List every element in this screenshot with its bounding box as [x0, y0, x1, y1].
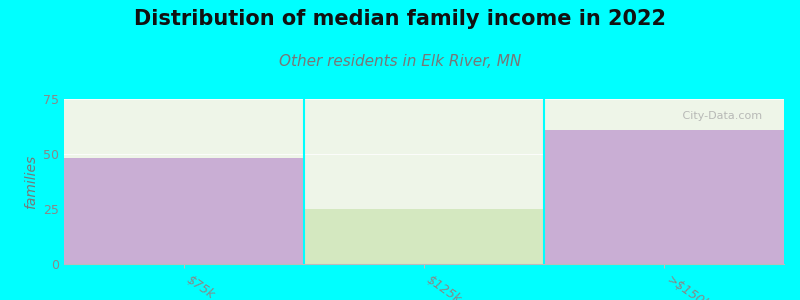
Y-axis label: families: families — [23, 154, 38, 208]
Text: Distribution of median family income in 2022: Distribution of median family income in … — [134, 9, 666, 29]
Text: Other residents in Elk River, MN: Other residents in Elk River, MN — [279, 54, 521, 69]
Text: City-Data.com: City-Data.com — [679, 110, 762, 121]
Bar — [544, 130, 784, 264]
Bar — [64, 158, 304, 264]
Bar — [304, 209, 544, 264]
